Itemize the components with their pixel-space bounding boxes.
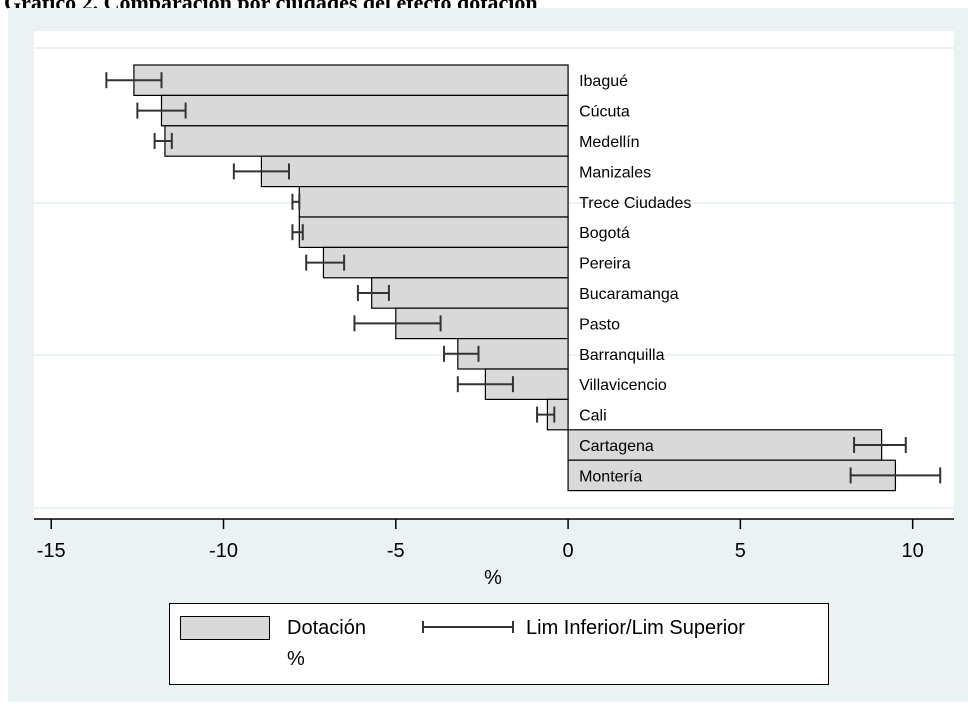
category-label-5: Bogotá (579, 225, 630, 242)
bar-1 (160, 94, 569, 127)
bar-0 (133, 64, 569, 96)
x-tick-label-1: -10 (209, 540, 238, 562)
category-label-10: Villavicencio (579, 377, 667, 394)
category-label-1: Cúcuta (579, 104, 630, 121)
bar-2 (164, 125, 569, 157)
bar-4 (298, 186, 569, 218)
category-label-7: Bucaramanga (579, 286, 679, 303)
category-label-2: Medellín (579, 134, 639, 151)
category-label-0: Ibagué (579, 73, 628, 90)
bar-3 (260, 155, 569, 188)
legend-bar-label: Dotación (287, 617, 366, 639)
legend-errbar-icon (422, 621, 514, 633)
category-label-13: Montería (579, 468, 642, 485)
category-label-12: Cartagena (579, 438, 654, 455)
bar-5 (298, 216, 569, 248)
category-label-6: Pereira (579, 256, 631, 273)
x-tick-label-2: -5 (387, 540, 405, 562)
x-tick-label-5: 10 (902, 540, 924, 562)
category-label-3: Manizales (579, 164, 651, 181)
x-tick-label-3: 0 (563, 540, 574, 562)
error-bars (105, 72, 942, 484)
x-axis: -15 -10 -5 0 5 10 (34, 518, 954, 562)
category-label-8: Pasto (579, 316, 620, 333)
category-label-9: Barranquilla (579, 347, 664, 364)
x-axis-label: % (484, 567, 502, 589)
bar-12 (567, 429, 883, 461)
legend-errbar-label: Lim Inferior/Lim Superior (526, 617, 745, 639)
bar-6 (322, 246, 569, 279)
legend-bar-swatch (180, 616, 270, 640)
x-tick-label-4: 5 (735, 540, 746, 562)
legend: Dotación % Lim Inferior/Lim Superior (169, 603, 829, 685)
category-label-4: Trece Ciudades (579, 195, 691, 212)
category-label-11: Cali (579, 408, 607, 425)
x-tick-label-0: -15 (37, 540, 66, 562)
legend-bar-label-unit: % (287, 648, 305, 670)
category-labels: Ibagué Cúcuta Medellín Manizales Trece Ciuda… (579, 73, 691, 485)
bar-7 (371, 277, 569, 309)
